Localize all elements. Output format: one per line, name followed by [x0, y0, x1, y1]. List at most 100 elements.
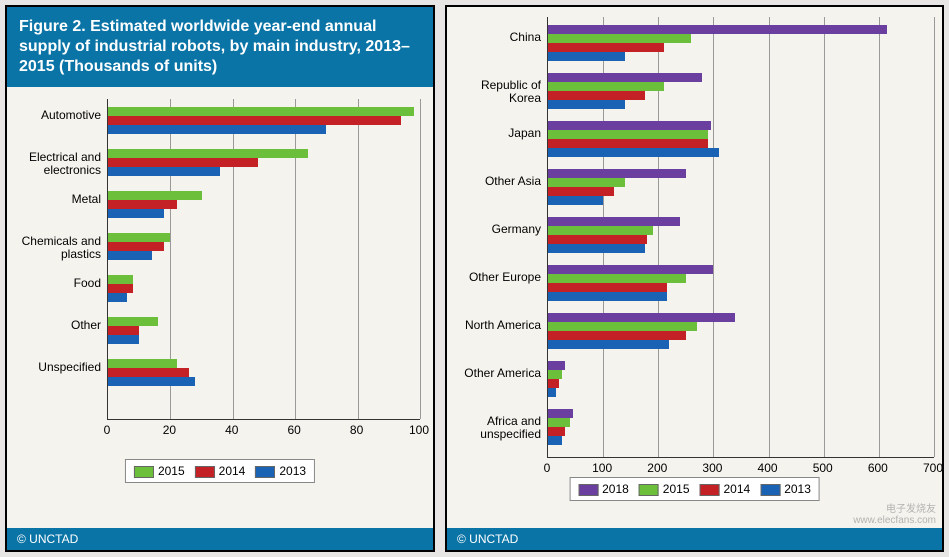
bar	[548, 427, 565, 436]
gridline	[420, 99, 421, 419]
bar	[548, 418, 570, 427]
bar	[548, 196, 603, 205]
bar	[108, 284, 133, 293]
category-label: Republic of Korea	[447, 79, 541, 105]
bar	[108, 359, 177, 368]
bar	[548, 82, 664, 91]
x-tick-label: 40	[212, 423, 252, 437]
bar	[548, 43, 664, 52]
legend-swatch	[578, 484, 598, 496]
category-label: Electrical and electronics	[7, 151, 101, 177]
x-tick-label: 100	[582, 461, 622, 475]
right-panel: 0100200300400500600700ChinaRepublic of K…	[445, 5, 944, 552]
bar	[548, 409, 573, 418]
bar	[108, 125, 326, 134]
bar	[548, 52, 625, 61]
legend-label: 2014	[724, 482, 751, 496]
bar	[548, 274, 686, 283]
plot-area	[547, 17, 934, 458]
bar	[548, 148, 719, 157]
category-label: Africa and unspecified	[447, 415, 541, 441]
plot-area	[107, 99, 420, 420]
gridline	[233, 99, 234, 419]
gridline	[769, 17, 770, 457]
x-tick-label: 80	[337, 423, 377, 437]
bar	[548, 292, 667, 301]
x-tick-label: 200	[637, 461, 677, 475]
bar	[548, 226, 653, 235]
watermark-line1: 电子发烧友	[853, 504, 936, 515]
bar	[108, 200, 177, 209]
category-label: Unspecified	[7, 361, 101, 374]
legend-swatch	[195, 466, 215, 478]
bar	[108, 158, 258, 167]
bar	[548, 235, 647, 244]
category-label: Chemicals and plastics	[7, 235, 101, 261]
gridline	[879, 17, 880, 457]
category-label: Food	[7, 277, 101, 290]
bar	[108, 326, 139, 335]
legend-label: 2013	[279, 464, 306, 478]
legend: 2018201520142013	[569, 477, 820, 501]
bar	[548, 370, 562, 379]
bar	[548, 379, 559, 388]
bar	[548, 25, 887, 34]
category-label: Other	[7, 319, 101, 332]
gridline	[713, 17, 714, 457]
legend-item: 2014	[690, 482, 751, 496]
x-tick-label: 500	[803, 461, 843, 475]
bar	[548, 244, 645, 253]
legend: 20152014 2013	[125, 459, 315, 483]
bar	[108, 149, 308, 158]
bar	[548, 121, 711, 130]
legend-swatch	[639, 484, 659, 496]
legend-swatch	[134, 466, 154, 478]
bar	[108, 377, 195, 386]
legend-label: 2018	[602, 482, 629, 496]
bar	[108, 209, 164, 218]
category-label: Automotive	[7, 109, 101, 122]
gridline	[824, 17, 825, 457]
category-label: North America	[447, 319, 541, 332]
bar	[548, 322, 697, 331]
x-tick-label: 60	[274, 423, 314, 437]
x-tick-label: 400	[748, 461, 788, 475]
legend-swatch	[255, 466, 275, 478]
category-label: Japan	[447, 127, 541, 140]
legend-swatch	[760, 484, 780, 496]
x-tick-label: 0	[527, 461, 567, 475]
legend-swatch	[700, 484, 720, 496]
bar	[548, 73, 702, 82]
bar	[548, 91, 645, 100]
bar	[108, 233, 170, 242]
legend-label: 2015	[663, 482, 690, 496]
x-tick-label: 0	[87, 423, 127, 437]
left-chart-title: Figure 2. Estimated worldwide year-end a…	[7, 7, 433, 87]
right-footer: © UNCTAD	[447, 528, 942, 550]
watermark-line2: www.elecfans.com	[853, 515, 936, 526]
x-tick-label: 700	[913, 461, 949, 475]
bar	[108, 242, 164, 251]
bar	[548, 169, 686, 178]
category-label: Metal	[7, 193, 101, 206]
legend-item: 2014	[185, 464, 246, 478]
category-label: Other Asia	[447, 175, 541, 188]
left-footer: © UNCTAD	[7, 528, 433, 550]
bar	[548, 130, 708, 139]
category-label: Other Europe	[447, 271, 541, 284]
bar	[548, 187, 614, 196]
bar	[548, 34, 691, 43]
left-chart-area: 020406080100AutomotiveElectrical and ele…	[7, 93, 433, 533]
bar	[108, 251, 152, 260]
legend-label: 2015	[158, 464, 185, 478]
bar	[548, 340, 669, 349]
bar	[548, 436, 562, 445]
bar	[108, 368, 189, 377]
gridline	[295, 99, 296, 419]
bar	[548, 100, 625, 109]
left-panel: Figure 2. Estimated worldwide year-end a…	[5, 5, 435, 552]
x-tick-label: 20	[149, 423, 189, 437]
legend-item: 2018	[578, 482, 629, 496]
bar	[108, 293, 127, 302]
bar	[548, 217, 680, 226]
